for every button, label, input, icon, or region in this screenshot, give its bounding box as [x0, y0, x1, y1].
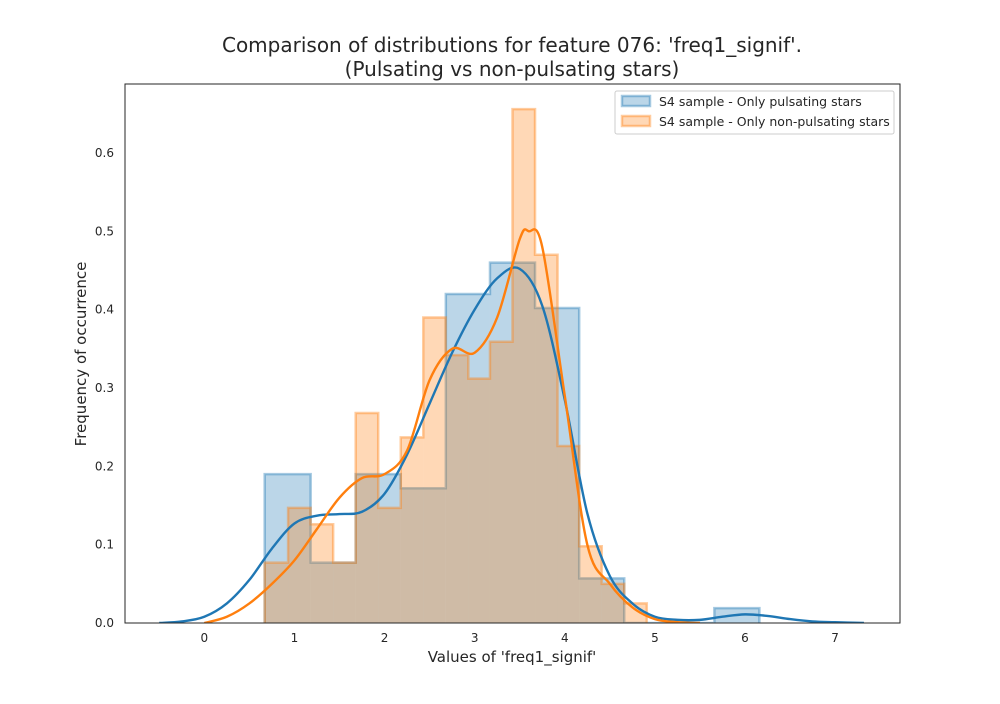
- x-axis: 0 1 2 3 4 5 6 7: [200, 631, 838, 645]
- histogram-bar-s2-15: [579, 546, 602, 623]
- histogram-outline-s2: [263, 107, 649, 623]
- legend-label-2: S4 sample - Only non-pulsating stars: [659, 114, 890, 129]
- histogram-bar-s2-3: [310, 524, 334, 623]
- histogram-series-2: [263, 107, 649, 623]
- histogram-bar-s2-8: [423, 317, 446, 623]
- x-tick-label-8: 7: [831, 631, 839, 645]
- histogram-bar-s2-11: [489, 341, 513, 623]
- x-axis-label: Values of 'freq1_signif': [428, 648, 597, 667]
- y-axis: 0.0 0.1 0.2 0.3 0.4 0.5 0.6: [95, 146, 114, 630]
- histogram-bar-s2-13: [535, 254, 558, 623]
- y-tick-label-1: 0.0: [95, 616, 114, 630]
- y-tick-label-6: 0.5: [95, 224, 114, 238]
- y-tick-label-4: 0.3: [95, 381, 114, 395]
- histogram-bar-s2-1: [264, 562, 289, 623]
- histogram-bar-s2-9: [445, 355, 469, 623]
- x-tick-label-7: 6: [741, 631, 749, 645]
- y-tick-label-5: 0.4: [95, 303, 114, 317]
- legend-label-1: S4 sample - Only pulsating stars: [659, 94, 862, 109]
- chart-title-line-2: (Pulsating vs non-pulsating stars): [345, 57, 680, 81]
- x-tick-label-5: 4: [561, 631, 569, 645]
- histogram-bar-s1-6: [489, 262, 536, 623]
- histogram-bar-s2-14: [557, 445, 580, 623]
- kde-line-s2: [203, 228, 700, 623]
- histogram-bar-s2-2: [288, 507, 311, 623]
- histogram-bar-s1-2: [310, 562, 356, 623]
- x-tick-label-1: 0: [200, 631, 208, 645]
- plot-frame: [124, 83, 901, 624]
- kde-line-s1: [159, 266, 864, 623]
- histogram-bar-s1-3: [355, 474, 401, 623]
- y-tick-label-3: 0.2: [95, 459, 114, 473]
- histogram-bar-s2-17: [624, 603, 647, 623]
- histogram-bar-s2-12: [512, 109, 536, 623]
- histogram-bar-s2-6: [378, 507, 401, 623]
- x-tick-label-4: 3: [471, 631, 479, 645]
- plot-area: [159, 107, 864, 623]
- histogram-series-1: [263, 261, 761, 623]
- legend-swatch-2: [620, 114, 652, 128]
- histogram-bar-s2-10: [468, 378, 490, 623]
- x-tick-label-2: 1: [291, 631, 299, 645]
- y-axis-label: Frequency of occurrence: [72, 262, 90, 447]
- legend-swatch-1: [620, 94, 652, 108]
- legend-box: [614, 90, 895, 135]
- histogram-outline-s1: [263, 261, 761, 623]
- histogram-bar-s1-4: [400, 488, 446, 623]
- x-tick-label-3: 2: [381, 631, 389, 645]
- x-tick-label-6: 5: [651, 631, 659, 645]
- histogram-bar-s2-5: [355, 413, 379, 623]
- histogram-bar-s2-4: [333, 562, 356, 623]
- histogram-bar-s2-7: [400, 437, 424, 623]
- y-tick-label-7: 0.6: [95, 146, 114, 160]
- chart-title-line-1: Comparison of distributions for feature …: [222, 33, 802, 57]
- legend: S4 sample - Only pulsating stars S4 sampl…: [614, 90, 895, 135]
- y-tick-label-2: 0.1: [95, 538, 114, 552]
